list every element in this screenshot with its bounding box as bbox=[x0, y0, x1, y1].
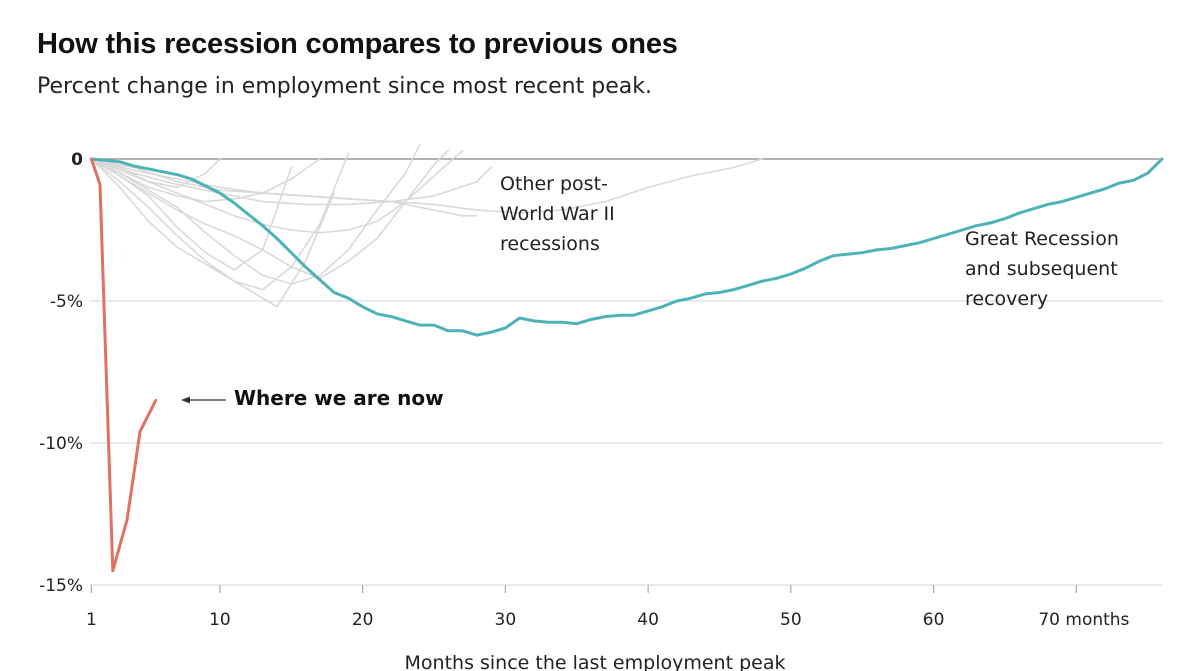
chart-subtitle: Percent change in employment since most … bbox=[37, 74, 652, 99]
other-recession-line bbox=[90, 149, 450, 280]
x-axis-title: Months since the last employment peak bbox=[405, 652, 786, 671]
where-we-are-now-label: Where we are now bbox=[234, 386, 444, 410]
other-recession-line bbox=[90, 158, 321, 203]
x-tick-label: 10 bbox=[209, 610, 231, 630]
other-recession-line bbox=[90, 158, 764, 214]
y-tick-label: -15% bbox=[39, 576, 83, 596]
other-recessions-layer bbox=[90, 144, 764, 308]
tick-label-layer: 0 -5% -10% -15%1 10 20 30 40 50 60 70 months bbox=[39, 150, 1129, 630]
x-tick-label: 50 bbox=[780, 610, 802, 630]
other-recession-line bbox=[90, 152, 350, 291]
x-tick-label: 20 bbox=[352, 610, 374, 630]
chart-title: How this recession compares to previous … bbox=[37, 28, 678, 60]
great-recession-line bbox=[89, 157, 1164, 337]
x-tick-label: 70 months bbox=[1038, 610, 1129, 630]
other-recessions-label-line3: recessions bbox=[500, 233, 600, 255]
great-recession-label-line2: and subsequent bbox=[965, 258, 1118, 280]
y-tick-label: -5% bbox=[50, 292, 83, 312]
grid-layer bbox=[90, 158, 1162, 593]
other-recession-line bbox=[90, 158, 492, 206]
great-recession-label-line3: recovery bbox=[965, 288, 1048, 310]
great-recession-label-line1: Great Recession bbox=[965, 228, 1119, 250]
x-tick-label: 30 bbox=[495, 610, 517, 630]
now-arrow-head-icon bbox=[181, 396, 190, 404]
y-tick-label: -10% bbox=[39, 434, 83, 454]
x-tick-label: 1 bbox=[86, 610, 97, 630]
other-recession-line bbox=[90, 158, 293, 271]
other-recession-line bbox=[90, 144, 421, 285]
other-recessions-label-line1: Other post- bbox=[500, 173, 608, 195]
y-tick-label: 0 bbox=[71, 150, 83, 170]
current-recession-line bbox=[89, 157, 158, 573]
other-recessions-label-line2: World War II bbox=[500, 203, 615, 225]
x-tick-label: 40 bbox=[637, 610, 659, 630]
other-recession-line bbox=[90, 149, 464, 234]
highlight-series-layer bbox=[89, 157, 1164, 573]
x-tick-label: 60 bbox=[923, 610, 945, 630]
